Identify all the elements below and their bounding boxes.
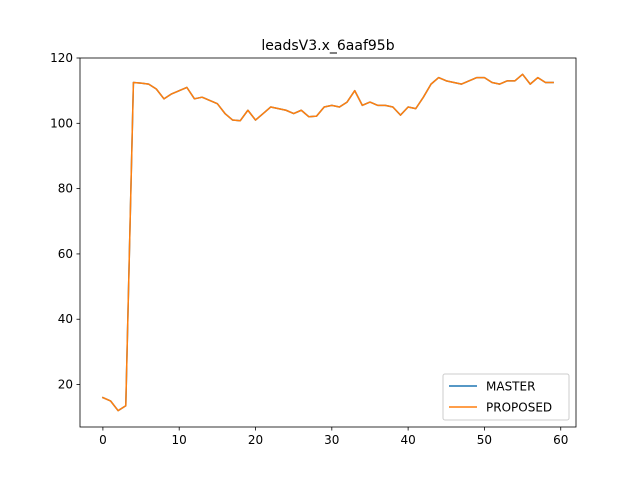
series-line-proposed — [101, 73, 554, 412]
x-tick-label: 30 — [324, 433, 339, 447]
y-tick-label: 20 — [58, 378, 73, 392]
y-tick-label: 40 — [58, 312, 73, 326]
y-tick-label: 60 — [58, 247, 73, 261]
y-tick-label: 120 — [50, 51, 73, 65]
plot-area: 0 10 20 30 40 50 60 20 40 60 80 100 120 — [50, 51, 577, 447]
x-tick-label: 60 — [553, 433, 568, 447]
chart-title: leadsV3.x_6aaf95b — [261, 38, 394, 54]
x-tick-label: 40 — [400, 433, 415, 447]
legend: MASTER PROPOSED — [442, 373, 570, 421]
legend-label-master: MASTER — [486, 380, 535, 394]
legend-label-proposed: PROPOSED — [486, 401, 552, 415]
y-tick-label: 100 — [50, 116, 73, 130]
x-tick-label: 10 — [172, 433, 187, 447]
y-tick-label: 80 — [58, 182, 73, 196]
axes-frame — [79, 57, 577, 428]
x-tick-label: 0 — [99, 433, 107, 447]
x-tick-label: 50 — [477, 433, 492, 447]
x-tick-label: 20 — [248, 433, 263, 447]
